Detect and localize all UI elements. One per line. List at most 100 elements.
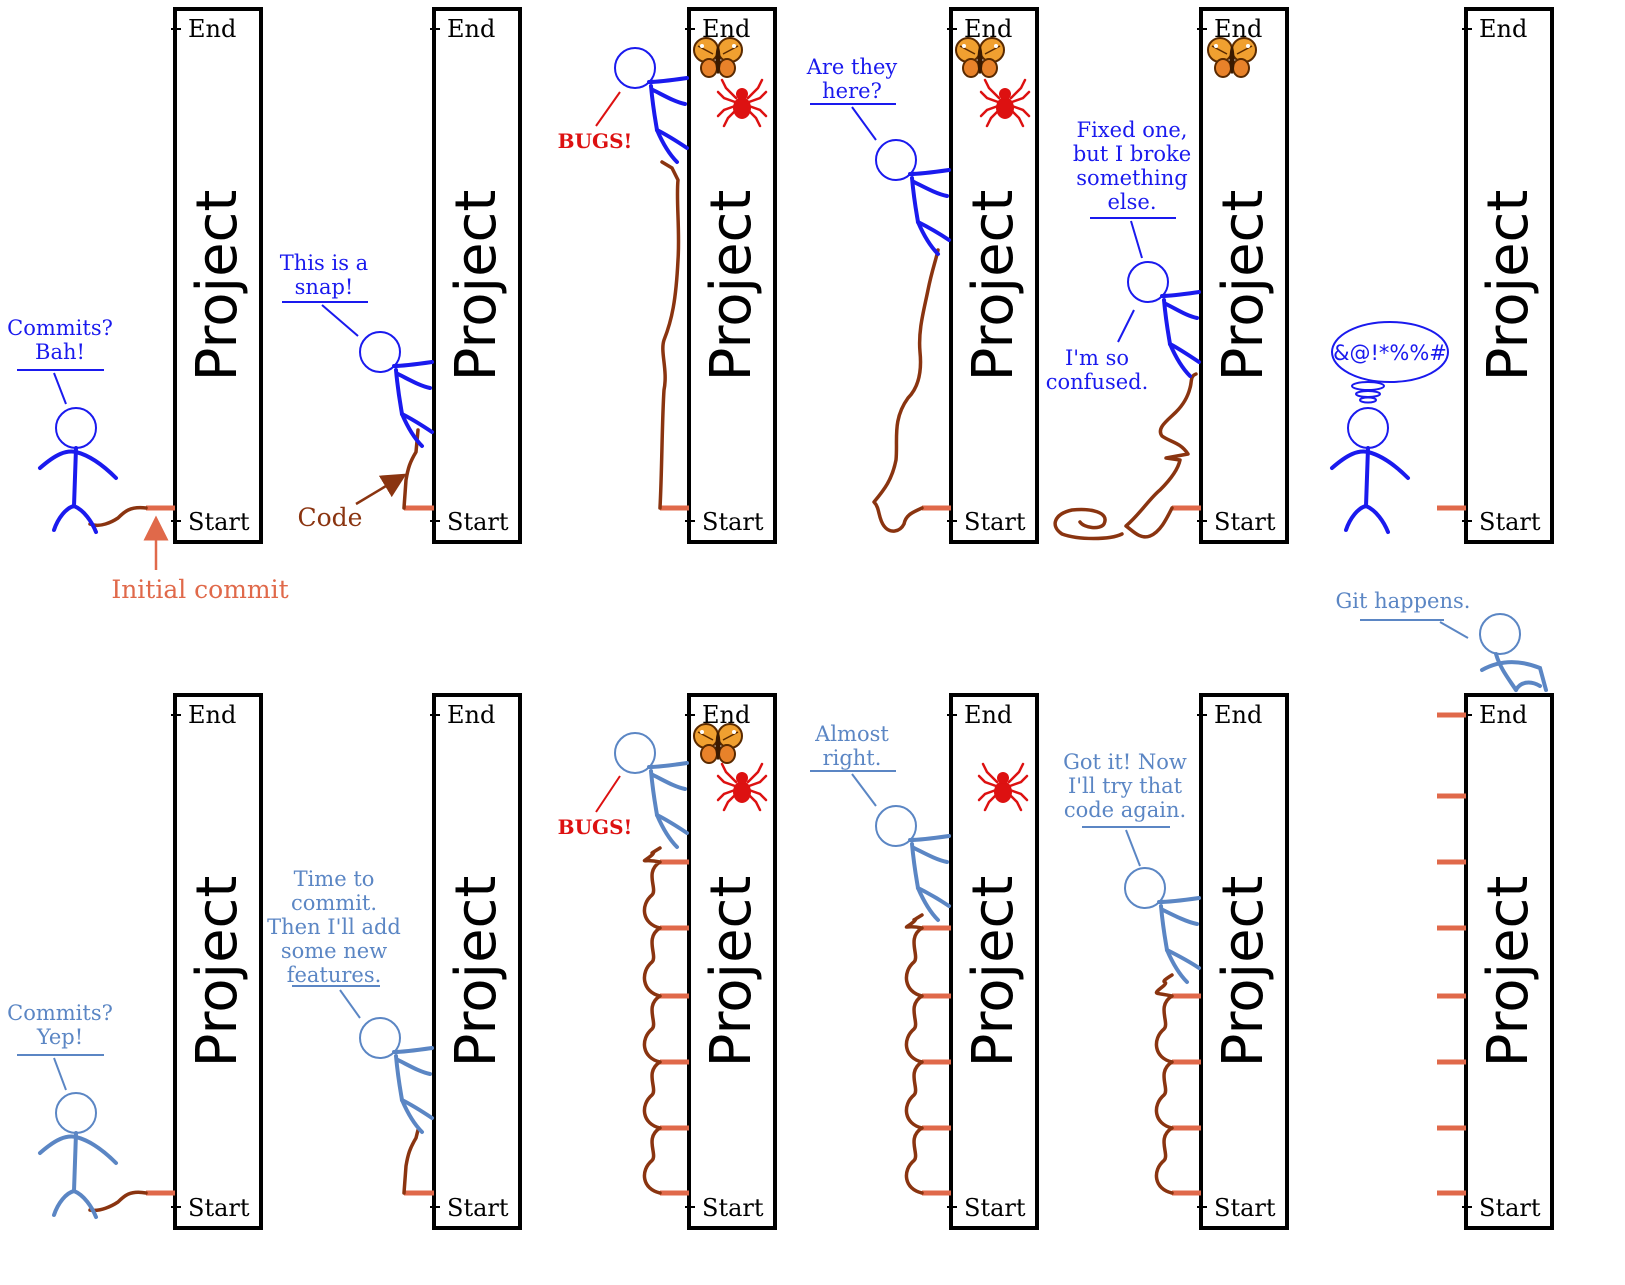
speech-text: here? bbox=[822, 79, 882, 103]
initial-commit-label: Initial commit bbox=[111, 575, 288, 604]
start-label: Start bbox=[188, 508, 250, 536]
code-arrow bbox=[355, 473, 407, 506]
figure-leg-lower bbox=[400, 1098, 424, 1134]
thought-text: I'm so bbox=[1065, 346, 1129, 370]
speech-text: Fixed one, bbox=[1077, 118, 1188, 142]
figure-arm-upper bbox=[1157, 896, 1201, 904]
caption-pointer bbox=[1439, 621, 1469, 639]
figure-head bbox=[55, 407, 97, 449]
start-label: Start bbox=[1479, 1194, 1541, 1222]
caption-pointer bbox=[1130, 220, 1143, 259]
stick-figure bbox=[875, 805, 951, 922]
figure-legs bbox=[52, 503, 98, 534]
figure-arm-upper bbox=[392, 360, 434, 368]
figure-head bbox=[614, 732, 656, 774]
end-label: End bbox=[447, 15, 495, 43]
figure-arm-lower bbox=[1161, 908, 1199, 926]
caption-pointer bbox=[53, 1057, 67, 1091]
pillar-title: Project bbox=[1476, 876, 1541, 1068]
end-label: End bbox=[964, 701, 1012, 729]
caption-pointer bbox=[851, 773, 877, 807]
stick-figure bbox=[1127, 261, 1201, 378]
figure-head bbox=[1479, 613, 1521, 655]
speech-text: Commits? bbox=[7, 1001, 113, 1025]
speech-text: Commits? bbox=[7, 316, 113, 340]
code-line bbox=[872, 248, 940, 533]
start-label: Start bbox=[1214, 1194, 1276, 1222]
pillar-frame bbox=[1464, 693, 1554, 1230]
figure-leg-lower bbox=[916, 886, 940, 922]
bugs-label: BUGS! bbox=[558, 129, 633, 153]
end-label: End bbox=[1479, 15, 1527, 43]
figure-body bbox=[1364, 446, 1370, 508]
figure-arm-lower bbox=[912, 846, 949, 864]
figure-body bbox=[649, 84, 659, 132]
figure-body bbox=[72, 1131, 78, 1193]
end-label: End bbox=[188, 15, 236, 43]
pillar-title: Project bbox=[699, 876, 764, 1068]
figure-leg-lower bbox=[400, 412, 424, 448]
pillar-frame bbox=[432, 693, 522, 1230]
figure-leg-lower bbox=[916, 220, 940, 256]
speech-text: something bbox=[1076, 166, 1187, 190]
figure-arm-upper bbox=[908, 834, 951, 842]
start-label: Start bbox=[1214, 508, 1276, 536]
caption-pointer bbox=[321, 304, 359, 337]
pillar-frame bbox=[1199, 693, 1289, 1230]
figure-body bbox=[72, 446, 78, 508]
speech-text: some new bbox=[281, 939, 387, 963]
figure-arm-lower bbox=[396, 1058, 432, 1076]
figure-arm-lower bbox=[651, 88, 687, 106]
speech-text: Bah! bbox=[35, 340, 85, 364]
thought-bubble-dot bbox=[1359, 396, 1377, 404]
figure-arm-lower bbox=[651, 773, 687, 791]
thought-bubble-dot bbox=[1355, 390, 1381, 398]
pillar-frame bbox=[1199, 7, 1289, 544]
figure-leg-lower bbox=[1165, 948, 1189, 984]
pillar-title: Project bbox=[185, 190, 250, 382]
figure-arm-upper bbox=[1160, 290, 1201, 298]
speech-text: Are they bbox=[806, 55, 898, 79]
figure-arm-upper bbox=[647, 761, 689, 769]
speech-text: Time to bbox=[294, 867, 375, 891]
code-line bbox=[88, 1190, 148, 1213]
code-line bbox=[402, 1128, 420, 1195]
start-label: Start bbox=[188, 1194, 250, 1222]
figure-body bbox=[1494, 652, 1518, 692]
caption-pointer bbox=[1125, 829, 1141, 867]
figure-head bbox=[359, 1017, 401, 1059]
figure-head bbox=[875, 805, 917, 847]
pillar-title: Project bbox=[1211, 876, 1276, 1068]
figure-head bbox=[1347, 407, 1389, 449]
figure-head bbox=[55, 1092, 97, 1134]
speech-text: else. bbox=[1107, 190, 1156, 214]
speech-text: Yep! bbox=[36, 1025, 83, 1049]
speech-text: I'll try that bbox=[1068, 774, 1183, 798]
figure-body bbox=[394, 368, 404, 416]
code-line bbox=[1154, 973, 1174, 1195]
stick-figure bbox=[614, 47, 689, 164]
figure-body bbox=[394, 1054, 404, 1102]
end-label: End bbox=[188, 701, 236, 729]
project-pillar: End Start Project bbox=[171, 7, 263, 544]
pillar-frame bbox=[173, 7, 263, 544]
code-line bbox=[1124, 372, 1198, 539]
start-label: Start bbox=[964, 1194, 1026, 1222]
start-label: Start bbox=[702, 1194, 764, 1222]
figure-legs bbox=[1514, 680, 1542, 692]
caption-pointer bbox=[595, 775, 621, 813]
figure-body bbox=[1159, 904, 1169, 952]
figure-arm-lower bbox=[1164, 302, 1199, 320]
pillar-frame bbox=[173, 693, 263, 1230]
stick-figure bbox=[359, 1017, 434, 1134]
figure-arm-upper bbox=[647, 76, 689, 84]
figure-body bbox=[649, 769, 659, 817]
figure-head bbox=[875, 139, 917, 181]
pillar-title: Project bbox=[185, 876, 250, 1068]
code-line bbox=[1053, 507, 1124, 541]
